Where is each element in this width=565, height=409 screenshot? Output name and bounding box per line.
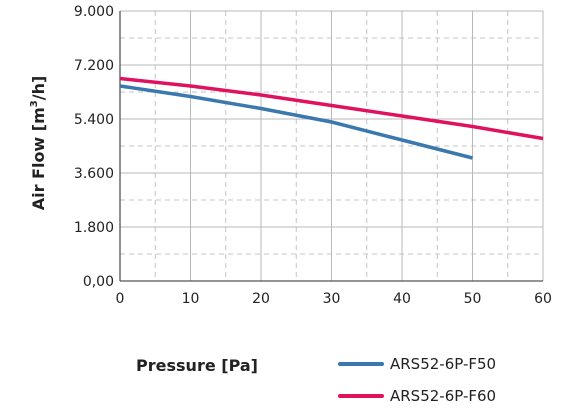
series-lines: [119, 76, 544, 160]
grid: [120, 10, 544, 281]
y-tick-label: 5.400: [74, 112, 114, 128]
y-tick-label: 7.200: [74, 58, 114, 74]
axes: [119, 11, 543, 282]
legend: ARS52-6P-F50 ARS52-6P-F60: [338, 355, 496, 405]
series-line-ars52-6p-f50: [119, 84, 473, 160]
y-axis-label: Air Flow [m3/h]: [29, 76, 48, 211]
y-tick-label: 9.000: [74, 4, 114, 20]
x-tick-label: 10: [182, 291, 200, 307]
legend-label-f50: ARS52-6P-F50: [390, 355, 496, 373]
legend-label-f60: ARS52-6P-F60: [390, 387, 496, 405]
x-tick-label: 20: [252, 291, 270, 307]
x-tick-label: 0: [116, 291, 125, 307]
x-tick-label: 30: [323, 291, 341, 307]
y-tick-label: 0,00: [83, 274, 114, 290]
y-tick-label: 1.800: [74, 220, 114, 236]
x-tick-label: 50: [464, 291, 482, 307]
x-tick-label: 60: [534, 291, 552, 307]
x-axis-label: Pressure [Pa]: [136, 356, 258, 375]
y-tick-label: 3.600: [74, 166, 114, 182]
x-tick-label: 40: [393, 291, 411, 307]
series-line-ars52-6p-f60: [119, 76, 544, 141]
tick-labels: 0 10 20 30 40 50 60 0,00 1.800 3.600 5.400 7.200 9.0…: [74, 4, 552, 307]
